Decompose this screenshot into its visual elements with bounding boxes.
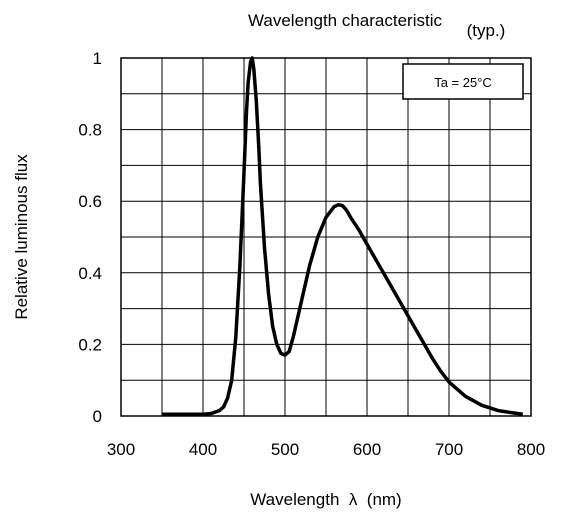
- y-tick-label: 0.4: [78, 264, 102, 283]
- y-tick-label: 0.6: [78, 192, 102, 211]
- y-tick-labels: 0 0.2 0.4 0.6 0.8 1: [78, 49, 102, 426]
- x-tick-label: 800: [517, 440, 545, 459]
- annotation-box: Ta = 25°C: [402, 63, 524, 100]
- grid: [121, 58, 531, 416]
- x-axis-label: Wavelength λ (nm): [250, 490, 401, 509]
- x-tick-label: 300: [107, 440, 135, 459]
- x-tick-labels: 300 400 500 600 700 800: [107, 440, 545, 459]
- plot-frame: [120, 57, 532, 417]
- y-tick-label: 0: [93, 407, 102, 426]
- series-line: [162, 56, 524, 416]
- y-tick-label: 0.8: [78, 121, 102, 140]
- x-tick-label: 500: [271, 440, 299, 459]
- x-tick-label: 700: [435, 440, 463, 459]
- x-tick-label: 600: [353, 440, 381, 459]
- y-tick-label: 1: [93, 49, 102, 68]
- annotation-frame: [402, 63, 524, 100]
- chart-title-note: (typ.): [467, 21, 506, 40]
- series-layer: [162, 56, 524, 416]
- y-axis-label: Relative luminous flux: [12, 154, 31, 320]
- x-tick-label: 400: [189, 440, 217, 459]
- chart-title: Wavelength characteristic: [248, 11, 443, 30]
- annotation-text: Ta = 25°C: [434, 75, 492, 90]
- y-tick-label: 0.2: [78, 335, 102, 354]
